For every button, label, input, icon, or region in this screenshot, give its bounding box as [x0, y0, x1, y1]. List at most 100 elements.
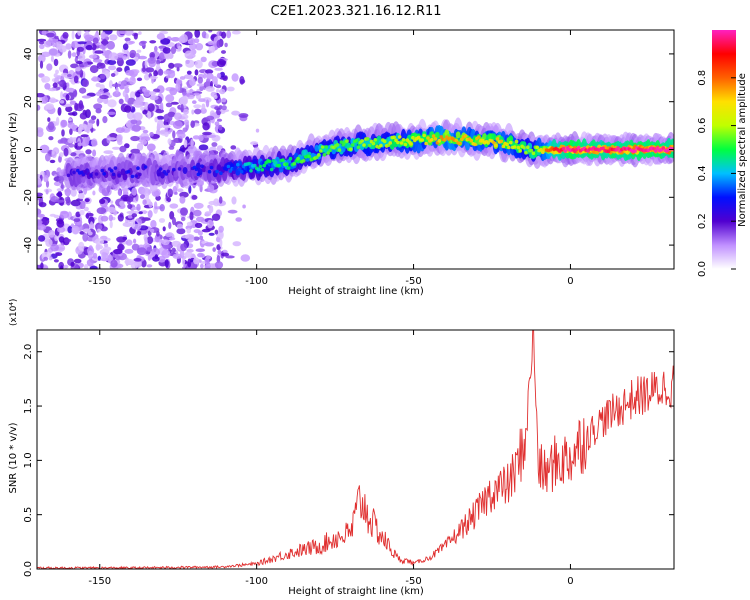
heatmap-cell	[168, 221, 172, 230]
heatmap-cell	[147, 103, 155, 112]
heatmap-cell	[54, 35, 59, 40]
heatmap-cell	[392, 135, 396, 139]
heatmap-cell	[145, 67, 155, 73]
heatmap-cell	[57, 226, 66, 233]
heatmap-cell	[281, 158, 285, 162]
heatmap-cell	[107, 111, 116, 116]
heatmap-cell	[328, 148, 332, 153]
heatmap-cell	[191, 109, 195, 115]
y-tick-label: 0.5	[23, 507, 34, 523]
heatmap-cell	[477, 135, 481, 139]
heatmap-cell	[39, 43, 45, 50]
heatmap-cell	[224, 42, 228, 48]
heatmap-cell	[159, 52, 165, 61]
heatmap-cell	[85, 109, 91, 119]
heatmap-cell	[84, 264, 89, 269]
heatmap-cell	[234, 165, 238, 169]
heatmap-cell	[258, 164, 263, 169]
heatmap-cell	[239, 75, 245, 85]
heatmap-cell	[399, 141, 404, 145]
heatmap-cell	[83, 61, 88, 67]
heatmap-cell	[194, 167, 199, 172]
heatmap-cell	[45, 103, 54, 110]
heatmap-cell	[201, 103, 206, 111]
heatmap-cell	[67, 73, 72, 78]
heatmap-cell	[208, 205, 214, 214]
heatmap-cell	[526, 145, 530, 149]
heatmap-cell	[262, 163, 267, 168]
heatmap-cell	[150, 165, 156, 173]
heatmap-cell	[119, 145, 127, 153]
heatmap-cell	[72, 170, 76, 175]
heatmap-cell	[217, 249, 222, 255]
heatmap-cell	[153, 70, 159, 77]
heatmap-cell	[179, 196, 186, 204]
heatmap-cell	[127, 203, 133, 209]
heatmap-cell	[131, 165, 137, 173]
heatmap-cell	[78, 241, 85, 251]
heatmap-cell	[116, 67, 123, 72]
heatmap-cell	[138, 211, 143, 215]
heatmap-cell	[99, 94, 109, 100]
snr-ticks: -150 -100 -50 0 0.0 0.5 1.0 1.5 2.0	[23, 330, 674, 587]
heatmap-cell	[45, 238, 53, 247]
heatmap-cell	[171, 247, 176, 253]
x-tick-label: -150	[88, 276, 111, 287]
heatmap-cell	[269, 167, 274, 172]
heatmap-cell	[633, 149, 637, 153]
heatmap-cell	[161, 124, 171, 129]
heatmap-cell	[505, 142, 509, 147]
heatmap-cell	[85, 149, 92, 155]
heatmap-cell	[492, 141, 496, 145]
heatmap-cell	[195, 216, 205, 222]
heatmap-cell	[157, 68, 164, 76]
heatmap-cell	[113, 248, 123, 255]
heatmap-cell	[62, 32, 69, 39]
heatmap-cell	[37, 192, 43, 197]
heatmap-cell	[77, 41, 87, 45]
heatmap-cell	[84, 34, 94, 41]
colorbar-tick-label: 0.0	[697, 261, 708, 277]
heatmap-cell	[326, 151, 331, 155]
heatmap-cell	[170, 101, 179, 105]
heatmap-cell	[74, 57, 78, 63]
heatmap-cell	[235, 217, 242, 222]
heatmap-cell	[68, 143, 75, 148]
heatmap-cell	[183, 119, 190, 126]
heatmap-cell	[169, 211, 175, 220]
heatmap-cell	[180, 216, 186, 222]
heatmap-cell	[86, 136, 91, 142]
heatmap-cell	[133, 33, 138, 40]
heatmap-cell	[208, 30, 213, 33]
y-tick-label: 1.0	[23, 452, 34, 468]
heatmap-cell	[216, 118, 223, 122]
heatmap-cell	[164, 259, 169, 268]
heatmap-cell	[158, 218, 166, 223]
y-tick-label: 2.0	[23, 344, 34, 360]
heatmap-cell	[616, 146, 620, 150]
heatmap-cell	[67, 138, 74, 144]
heatmap-cell	[416, 135, 421, 140]
heatmap-cell	[108, 52, 119, 61]
heatmap-cell	[53, 73, 58, 78]
heatmap-cell	[179, 76, 186, 80]
heatmap-cell	[430, 137, 434, 142]
heatmap-cell	[140, 106, 145, 111]
heatmap-cell	[176, 130, 186, 135]
heatmap-cell	[365, 137, 370, 141]
heatmap-cell	[159, 102, 164, 111]
snr-x-axis-label: Height of straight line (km)	[288, 586, 424, 597]
heatmap-cell	[64, 188, 72, 197]
heatmap-cell	[37, 213, 45, 218]
heatmap-cell	[108, 80, 113, 89]
heatmap-cell	[190, 120, 195, 128]
heatmap-cell	[601, 146, 605, 150]
heatmap-cell	[54, 235, 58, 242]
heatmap-cell	[167, 138, 172, 145]
heatmap-cell	[38, 41, 45, 45]
heatmap-cell	[127, 214, 133, 219]
heatmap-cell	[136, 142, 144, 151]
heatmap-cell	[140, 40, 147, 44]
heatmap-cell	[219, 238, 223, 248]
heatmap-cell	[159, 204, 165, 212]
